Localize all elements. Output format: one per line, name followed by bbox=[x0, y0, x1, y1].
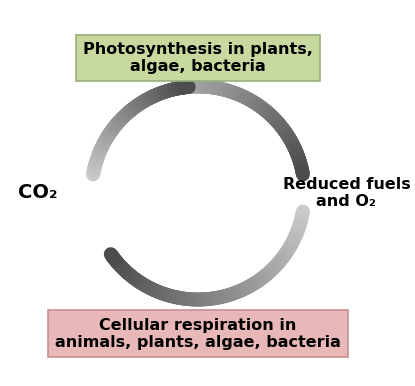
Text: Reduced fuels
and O₂: Reduced fuels and O₂ bbox=[283, 177, 410, 209]
Text: CO₂: CO₂ bbox=[19, 183, 58, 203]
Text: Photosynthesis in plants,
algae, bacteria: Photosynthesis in plants, algae, bacteri… bbox=[83, 42, 313, 74]
Text: Cellular respiration in
animals, plants, algae, bacteria: Cellular respiration in animals, plants,… bbox=[55, 318, 341, 350]
